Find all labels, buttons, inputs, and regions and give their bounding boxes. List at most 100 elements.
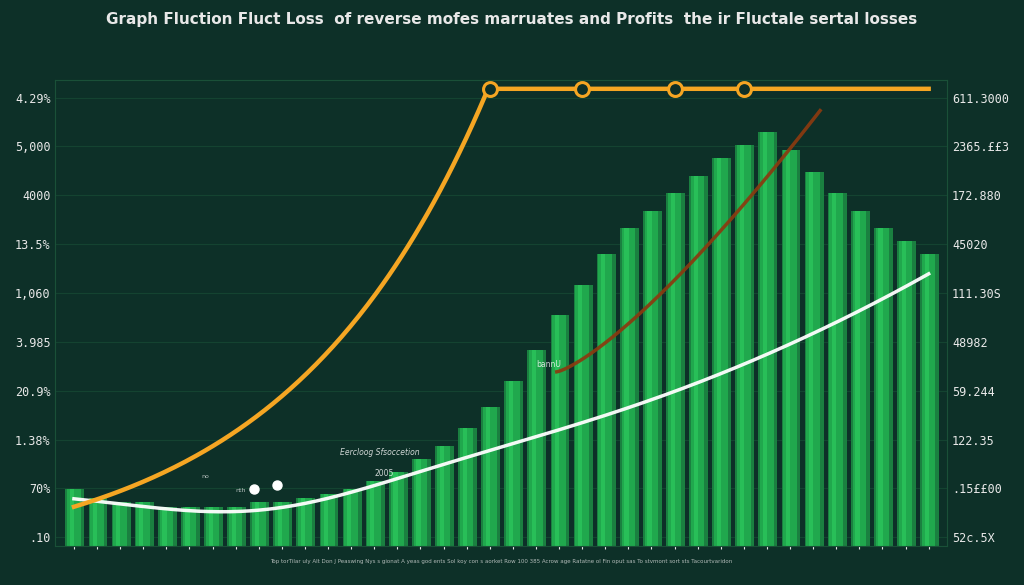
- Bar: [853, 211, 866, 567]
- Bar: [414, 459, 427, 567]
- Bar: [579, 285, 583, 567]
- Bar: [206, 507, 219, 567]
- Bar: [458, 428, 477, 567]
- X-axis label: Top torTilar uly Alt Don J Peaswing Nys s gionat A yeas god ents Sol koy con s a: Top torTilar uly Alt Don J Peaswing Nys …: [270, 559, 732, 564]
- Bar: [555, 315, 559, 567]
- Bar: [597, 254, 615, 567]
- Bar: [275, 503, 289, 567]
- Bar: [781, 150, 801, 567]
- Bar: [620, 228, 639, 567]
- Text: nth: nth: [236, 487, 246, 493]
- Text: Graph Fluction Fluct Loss  of reverse mofes marruates and Profits  the ir Flucta: Graph Fluction Fluct Loss of reverse mof…: [106, 12, 918, 27]
- Bar: [737, 146, 751, 567]
- Bar: [876, 228, 889, 567]
- Bar: [252, 503, 265, 567]
- Bar: [551, 315, 569, 567]
- Bar: [851, 211, 869, 567]
- Bar: [855, 211, 859, 567]
- Text: no: no: [201, 474, 209, 480]
- Text: bannU: bannU: [536, 360, 561, 370]
- Bar: [255, 503, 259, 567]
- Bar: [485, 407, 489, 567]
- Bar: [136, 503, 151, 567]
- Bar: [182, 507, 197, 567]
- Bar: [366, 481, 385, 567]
- Bar: [437, 446, 451, 567]
- Bar: [273, 503, 292, 567]
- Bar: [181, 507, 200, 567]
- Bar: [390, 472, 404, 567]
- Bar: [319, 494, 339, 567]
- Bar: [250, 503, 269, 567]
- Bar: [833, 193, 837, 567]
- Bar: [643, 211, 662, 567]
- Bar: [389, 472, 408, 567]
- Text: Eercloog Sfsoccetion: Eercloog Sfsoccetion: [340, 448, 419, 456]
- Bar: [740, 146, 744, 567]
- Bar: [693, 176, 697, 567]
- Bar: [481, 407, 500, 567]
- Bar: [70, 490, 74, 567]
- Bar: [463, 428, 467, 567]
- Bar: [735, 146, 755, 567]
- Bar: [806, 171, 820, 567]
- Bar: [879, 228, 883, 567]
- Bar: [598, 254, 612, 567]
- Bar: [689, 176, 708, 567]
- Bar: [899, 241, 912, 567]
- Bar: [671, 193, 675, 567]
- Bar: [483, 407, 497, 567]
- Bar: [204, 507, 223, 567]
- Bar: [368, 481, 381, 567]
- Bar: [622, 228, 635, 567]
- Bar: [573, 285, 593, 567]
- Bar: [439, 446, 443, 567]
- Bar: [759, 132, 777, 567]
- Bar: [298, 498, 311, 567]
- Bar: [714, 159, 728, 567]
- Bar: [717, 159, 721, 567]
- Bar: [925, 254, 929, 567]
- Bar: [139, 503, 143, 567]
- Bar: [93, 498, 97, 567]
- Bar: [647, 211, 651, 567]
- Bar: [529, 350, 543, 567]
- Bar: [809, 171, 813, 567]
- Bar: [601, 254, 605, 567]
- Bar: [324, 494, 329, 567]
- Bar: [412, 459, 431, 567]
- Bar: [88, 498, 108, 567]
- Bar: [163, 507, 167, 567]
- Bar: [185, 507, 189, 567]
- Bar: [417, 459, 421, 567]
- Bar: [347, 490, 351, 567]
- Bar: [873, 228, 893, 567]
- Bar: [504, 380, 523, 567]
- Bar: [160, 507, 173, 567]
- Bar: [296, 498, 315, 567]
- Bar: [116, 503, 121, 567]
- Bar: [506, 380, 520, 567]
- Bar: [460, 428, 473, 567]
- Bar: [763, 132, 767, 567]
- Bar: [301, 498, 305, 567]
- Bar: [393, 472, 397, 567]
- Bar: [532, 350, 537, 567]
- Bar: [371, 481, 375, 567]
- Bar: [783, 150, 797, 567]
- Bar: [668, 193, 681, 567]
- Bar: [625, 228, 629, 567]
- Bar: [209, 507, 213, 567]
- Bar: [66, 490, 84, 567]
- Bar: [278, 503, 282, 567]
- Bar: [322, 494, 335, 567]
- Bar: [760, 132, 774, 567]
- Bar: [68, 490, 81, 567]
- Bar: [897, 241, 915, 567]
- Bar: [691, 176, 705, 567]
- Bar: [805, 171, 823, 567]
- Bar: [435, 446, 454, 567]
- Bar: [827, 193, 847, 567]
- Bar: [112, 503, 131, 567]
- Bar: [90, 498, 103, 567]
